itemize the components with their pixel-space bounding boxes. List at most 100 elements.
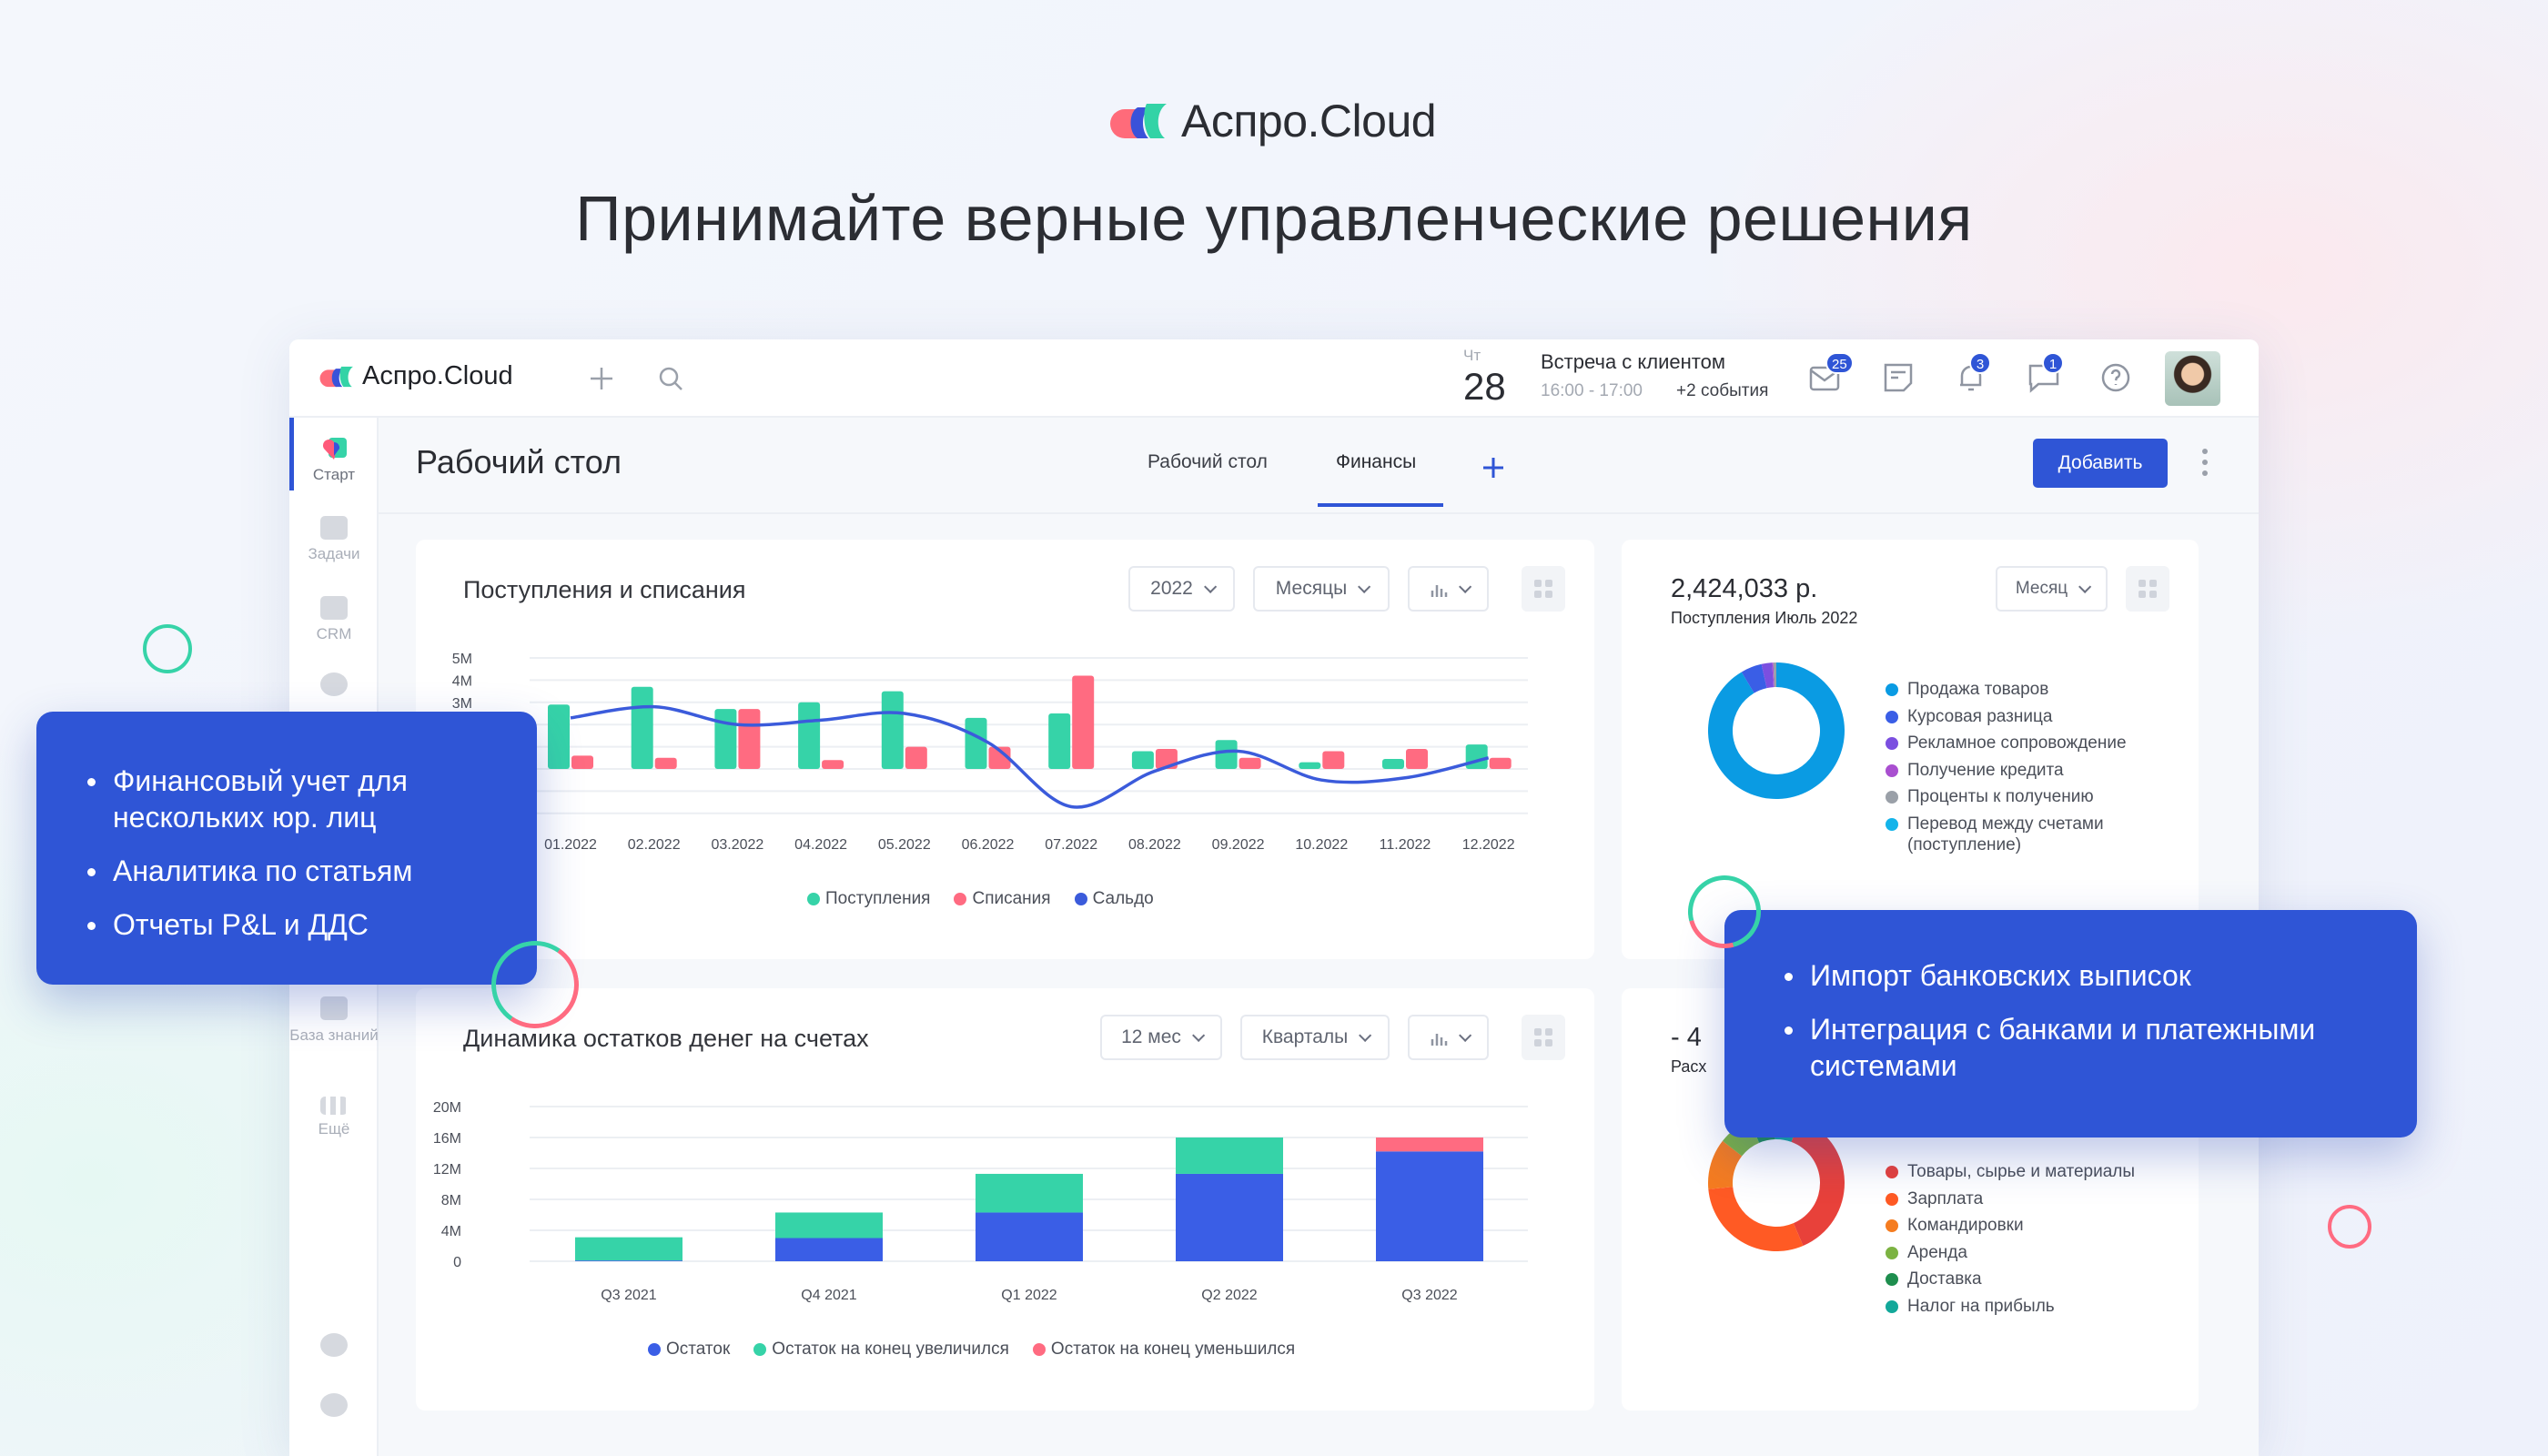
donut-slice [1772, 662, 1774, 688]
donut-slice [1791, 1118, 1845, 1246]
balance-chart: 20M 16M 12M 8M 4M 0 Q3 2021 Q4 2021 Q1 2022 Q2 20… [433, 1100, 1528, 1303]
legend-item[interactable]: Поступления [807, 889, 930, 909]
drag-handle-button[interactable] [2126, 566, 2169, 612]
range-dropdown[interactable]: 12 мес [1100, 1015, 1222, 1060]
bar-income [965, 717, 987, 769]
x-tick-label: 03.2022 [711, 837, 763, 853]
legend-item[interactable]: Зарплата [1886, 1188, 2159, 1209]
legend-item[interactable]: Курсовая разница [1886, 706, 2159, 727]
month-dropdown[interactable]: Месяц [1996, 566, 2108, 612]
legend-swatch [1886, 1273, 1898, 1286]
sidebar-item-crm[interactable]: CRM [289, 596, 379, 643]
bar-expense [1322, 751, 1345, 769]
chat-icon [320, 672, 348, 696]
legend-label: Сальдо [1092, 889, 1154, 908]
app-logo[interactable]: Аспро.Cloud [317, 361, 513, 391]
add-tab-icon[interactable] [1481, 456, 1505, 480]
donut-slice [1741, 663, 1767, 693]
sidebar-item-tasks[interactable]: Задачи [289, 516, 379, 563]
decor-ring [2328, 1205, 2371, 1249]
event-time: 16:00 - 17:00 [1541, 381, 1643, 400]
sidebar-item-start[interactable]: Старт [289, 436, 379, 484]
chart-type-dropdown[interactable] [1408, 566, 1489, 612]
legend-item[interactable]: Остаток на конец увеличился [753, 1340, 1009, 1360]
add-button[interactable]: Добавить [2033, 439, 2168, 488]
legend-item[interactable]: Аренда [1886, 1242, 2159, 1263]
x-tick-label: 11.2022 [1380, 837, 1431, 853]
sidebar-item-more[interactable]: Ещё [289, 1097, 379, 1138]
drag-handle-button[interactable] [1522, 1015, 1565, 1060]
tab-desktop[interactable]: Рабочий стол [1148, 451, 1268, 472]
legend-label: Аренда [1907, 1242, 1967, 1262]
legend-item[interactable]: Списания [954, 889, 1051, 909]
dropdown-value: Месяцы [1275, 578, 1348, 599]
card-balance: Динамика остатков денег на счетах 12 мес… [416, 988, 1594, 1410]
legend-item[interactable]: Товары, сырье и материалы [1886, 1161, 2159, 1182]
user-avatar[interactable] [2165, 351, 2220, 406]
sidebar-item-settings[interactable] [289, 1393, 379, 1422]
tab-finance[interactable]: Финансы [1336, 451, 1417, 472]
expense-amount: - 4 [1671, 1023, 1702, 1052]
bar-segment [775, 1238, 883, 1261]
legend-item[interactable]: Налог на прибыль [1886, 1296, 2159, 1317]
sidebar-item-profile[interactable] [289, 1333, 379, 1362]
event-title[interactable]: Встреча с клиентом [1541, 350, 1725, 373]
legend-item[interactable]: Продажа товаров [1886, 679, 2159, 700]
chart-type-dropdown[interactable] [1408, 1015, 1489, 1060]
legend-item[interactable]: Получение кредита [1886, 760, 2159, 781]
legend-item[interactable]: Командировки [1886, 1215, 2159, 1236]
legend-item[interactable]: Остаток на конец уменьшился [1032, 1340, 1295, 1360]
legend-label: Доставка [1907, 1269, 1982, 1289]
active-indicator [289, 418, 294, 490]
help-icon[interactable] [2098, 359, 2134, 396]
legend-label: Курсовая разница [1907, 706, 2053, 726]
legend-swatch [1886, 1246, 1898, 1259]
app-brand: Аспро.Cloud [362, 361, 513, 390]
callout-right: Импорт банковских выписок Интеграция с ба… [1724, 910, 2417, 1138]
callout-left: Финансовый учет для нескольких юр. лиц Ан… [36, 712, 537, 985]
legend-label: Продажа товаров [1907, 680, 2049, 699]
drag-handle-button[interactable] [1522, 566, 1565, 612]
legend-item[interactable]: Перевод между счетами (поступление) [1886, 814, 2159, 855]
app-window: Аспро.Cloud Чт 28 Встреча с клиентом 16:… [289, 339, 2259, 1456]
notes-icon[interactable] [1880, 359, 1916, 396]
bar-segment [976, 1173, 1083, 1213]
period-dropdown[interactable]: Месяцы [1253, 566, 1390, 612]
legend-swatch [1886, 710, 1898, 723]
dropdown-value: Месяц [2015, 579, 2068, 598]
period-dropdown[interactable]: Кварталы [1240, 1015, 1390, 1060]
search-icon[interactable] [657, 365, 684, 392]
legend-label: Рекламное сопровождение [1907, 733, 2127, 753]
year-dropdown[interactable]: 2022 [1128, 566, 1235, 612]
donut-slice [1708, 1140, 1743, 1189]
donut-slice [1708, 662, 1845, 799]
funnel-icon [320, 596, 348, 620]
chart-legend: Остаток Остаток на конец увеличился Остато… [648, 1340, 1295, 1360]
x-tick-label: Q4 2021 [801, 1288, 856, 1303]
y-tick-label: 5M [452, 652, 472, 667]
legend-swatch [1032, 1343, 1046, 1356]
legend-swatch [1886, 1219, 1898, 1232]
event-more-link[interactable]: +2 события [1676, 381, 1769, 400]
bar-chart-icon [1431, 585, 1447, 597]
card-title: Динамика остатков денег на счетах [463, 1025, 869, 1052]
bar-expense [905, 746, 927, 769]
donut-slice [1761, 662, 1774, 689]
donut-slice [1708, 1187, 1804, 1251]
more-vertical-icon[interactable] [2200, 447, 2209, 478]
legend-item[interactable]: Остаток [648, 1340, 730, 1360]
x-tick-label: 05.2022 [878, 837, 931, 853]
legend-item[interactable]: Сальдо [1074, 889, 1154, 909]
bar-expense [1239, 757, 1261, 769]
sidebar-item-knowledge[interactable]: База знаний [289, 996, 379, 1045]
legend-item[interactable]: Доставка [1886, 1269, 2159, 1289]
plus-icon[interactable] [588, 365, 615, 392]
messages-badge: 1 [2042, 352, 2064, 374]
callout-item: Импорт банковских выписок [1779, 957, 2381, 994]
sidebar-item-chat[interactable] [289, 672, 379, 702]
page-title: Рабочий стол [416, 443, 622, 480]
legend-item[interactable]: Рекламное сопровождение [1886, 733, 2159, 753]
y-tick-label: 4M [441, 1224, 461, 1239]
line-balance [570, 704, 1490, 809]
legend-item[interactable]: Проценты к получению [1886, 786, 2159, 807]
